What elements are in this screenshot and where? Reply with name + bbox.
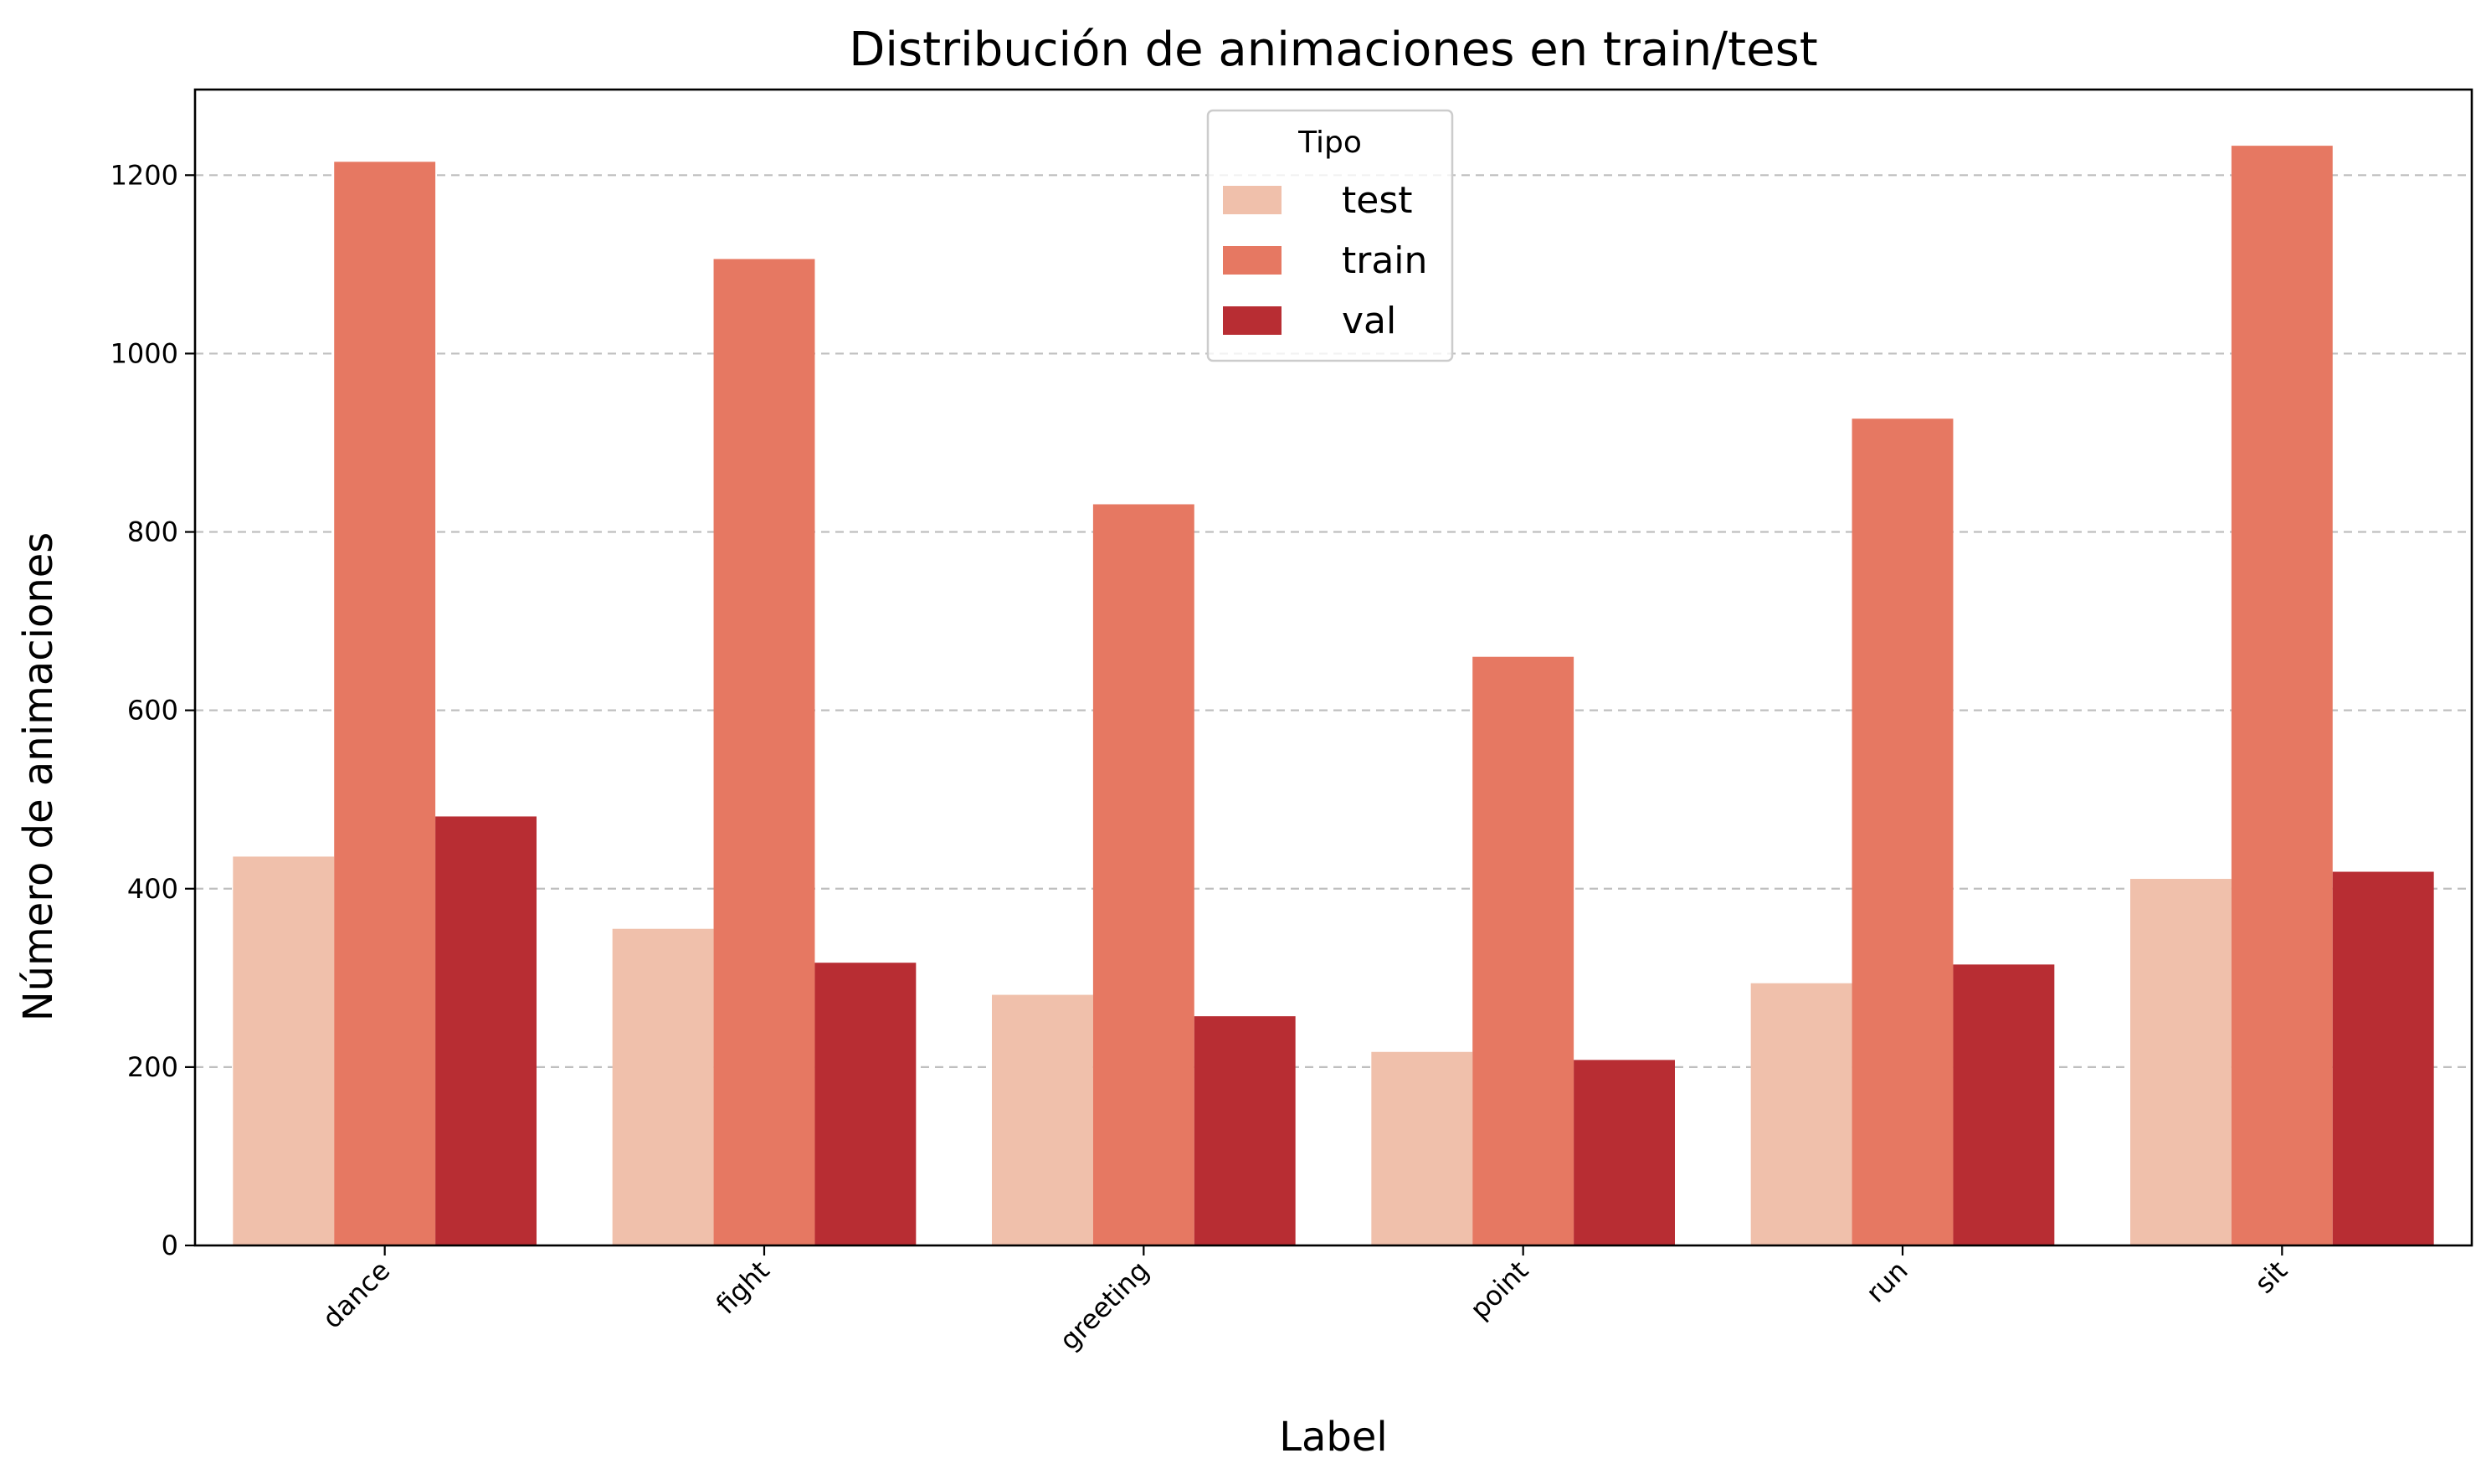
y-axis: 0 200 400 600 800 1000 1200 bbox=[110, 159, 195, 1261]
bar-greeting-val bbox=[1194, 1016, 1296, 1245]
bar-point-val bbox=[1574, 1060, 1675, 1245]
y-tick-label: 1000 bbox=[110, 337, 178, 369]
x-tick-label: sit bbox=[2248, 1255, 2293, 1300]
x-axis: dance fight greeting point run sit bbox=[316, 1245, 2293, 1357]
bar-sit-val bbox=[2332, 871, 2434, 1245]
legend-box bbox=[1206, 109, 1454, 362]
y-axis-label: Número de animaciones bbox=[15, 532, 62, 1022]
bar-run-val bbox=[1953, 964, 2055, 1245]
chart-title: Distribución de animaciones en train/tes… bbox=[849, 23, 1817, 77]
bar-dance-val bbox=[435, 816, 537, 1245]
legend: Tipo test train val bbox=[1206, 109, 1454, 362]
legend-swatch-train bbox=[1223, 246, 1282, 275]
y-tick-label: 200 bbox=[127, 1051, 178, 1083]
legend-label-test: test bbox=[1342, 179, 1413, 222]
x-tick-label: fight bbox=[710, 1255, 776, 1321]
legend-label-val: val bbox=[1342, 300, 1396, 342]
bar-greeting-test bbox=[992, 994, 1093, 1245]
x-tick-label: dance bbox=[316, 1255, 397, 1335]
legend-title: Tipo bbox=[1297, 126, 1362, 160]
x-tick-label: run bbox=[1860, 1255, 1914, 1309]
bar-fight-test bbox=[612, 928, 714, 1245]
y-tick-label: 0 bbox=[162, 1230, 178, 1261]
bar-fight-val bbox=[814, 963, 917, 1245]
bar-point-train bbox=[1472, 656, 1574, 1245]
y-tick-label: 800 bbox=[127, 516, 178, 548]
legend-swatch-test bbox=[1223, 186, 1282, 214]
legend-label-train: train bbox=[1342, 239, 1427, 282]
x-axis-label: Label bbox=[1279, 1414, 1388, 1461]
x-tick-label: point bbox=[1464, 1255, 1535, 1326]
bar-point-test bbox=[1371, 1051, 1473, 1245]
plot-frame bbox=[193, 88, 2473, 1247]
bars bbox=[233, 146, 2434, 1245]
bar-run-train bbox=[1852, 418, 1954, 1245]
y-tick-label: 1200 bbox=[110, 159, 178, 191]
bar-greeting-train bbox=[1092, 504, 1194, 1245]
bar-run-test bbox=[1750, 983, 1852, 1245]
y-tick-label: 600 bbox=[127, 695, 178, 727]
x-tick-label: greeting bbox=[1053, 1255, 1155, 1357]
bar-sit-train bbox=[2231, 146, 2333, 1245]
legend-swatch-val bbox=[1223, 306, 1282, 335]
bar-dance-train bbox=[334, 162, 436, 1245]
bar-dance-test bbox=[233, 856, 335, 1245]
bar-fight-train bbox=[713, 259, 815, 1245]
bar-sit-test bbox=[2130, 879, 2232, 1245]
y-tick-label: 400 bbox=[127, 873, 178, 905]
